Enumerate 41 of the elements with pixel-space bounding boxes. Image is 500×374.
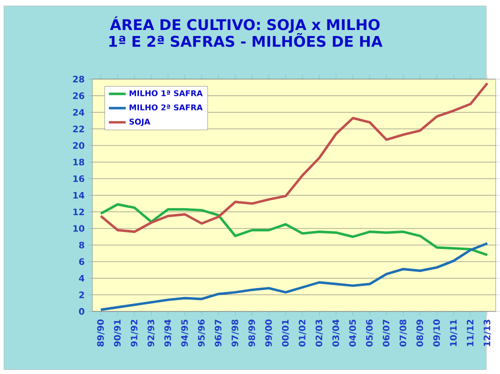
x-tick-label: 10/11: [450, 320, 458, 346]
x-tick-label: 01/02: [298, 320, 306, 347]
x-tick-label: 94/95: [181, 320, 189, 347]
x-tick-label: 09/10: [433, 320, 441, 347]
x-tick-label: 07/08: [400, 320, 407, 347]
x-tick-label: 93/94: [164, 320, 172, 347]
x-tick-label: 05/06: [366, 320, 374, 347]
x-tick-label: 06/07: [382, 320, 390, 347]
x-tick-label: 04/05: [349, 320, 357, 347]
chart-title: ÁREA DE CULTIVO: SOJA x MILHO 1ª E 2ª SAFRAS - MILHÕES DE HA: [109, 16, 382, 48]
y-tick-label: 20: [73, 142, 84, 150]
y-tick-label: 18: [73, 158, 84, 166]
y-tick-label: 4: [78, 275, 84, 282]
x-tick-label: 97/98: [232, 320, 239, 347]
x-tick-label: 11/12: [466, 320, 474, 346]
y-tick-label: 8: [79, 242, 84, 249]
x-tick-label: 12/13: [484, 320, 491, 346]
y-tick-label: 22: [73, 126, 84, 132]
x-tick-label: 98/99: [248, 320, 256, 347]
y-tick-label: 10: [73, 225, 84, 232]
y-tick-label: 16: [73, 176, 84, 182]
y-tick-label: 2: [79, 292, 84, 298]
x-tick-label: 03/04: [332, 320, 340, 347]
y-tick-label: 0: [78, 308, 84, 315]
x-tick-label: 92/93: [148, 320, 155, 347]
x-tick-label: 96/97: [214, 320, 222, 347]
y-tick-label: 26: [73, 92, 84, 100]
x-tick-label: 91/92: [130, 320, 138, 347]
x-tick-label: 90/91: [114, 320, 122, 347]
y-tick-label: 12: [73, 208, 84, 216]
x-tick-label: 08/09: [416, 320, 424, 347]
y-tick-label: 6: [79, 258, 84, 266]
y-tick-label: 28: [73, 76, 84, 83]
x-tick-label: 99/00: [265, 320, 273, 347]
x-tick-label: 02/03: [316, 320, 323, 347]
x-tick-label: 95/96: [198, 320, 206, 347]
line-series: [100, 82, 489, 234]
x-tick-label: 89/90: [97, 320, 105, 347]
y-tick-label: 14: [73, 192, 84, 199]
y-tick-label: 24: [73, 109, 84, 116]
x-tick-label: 00/01: [282, 320, 290, 347]
